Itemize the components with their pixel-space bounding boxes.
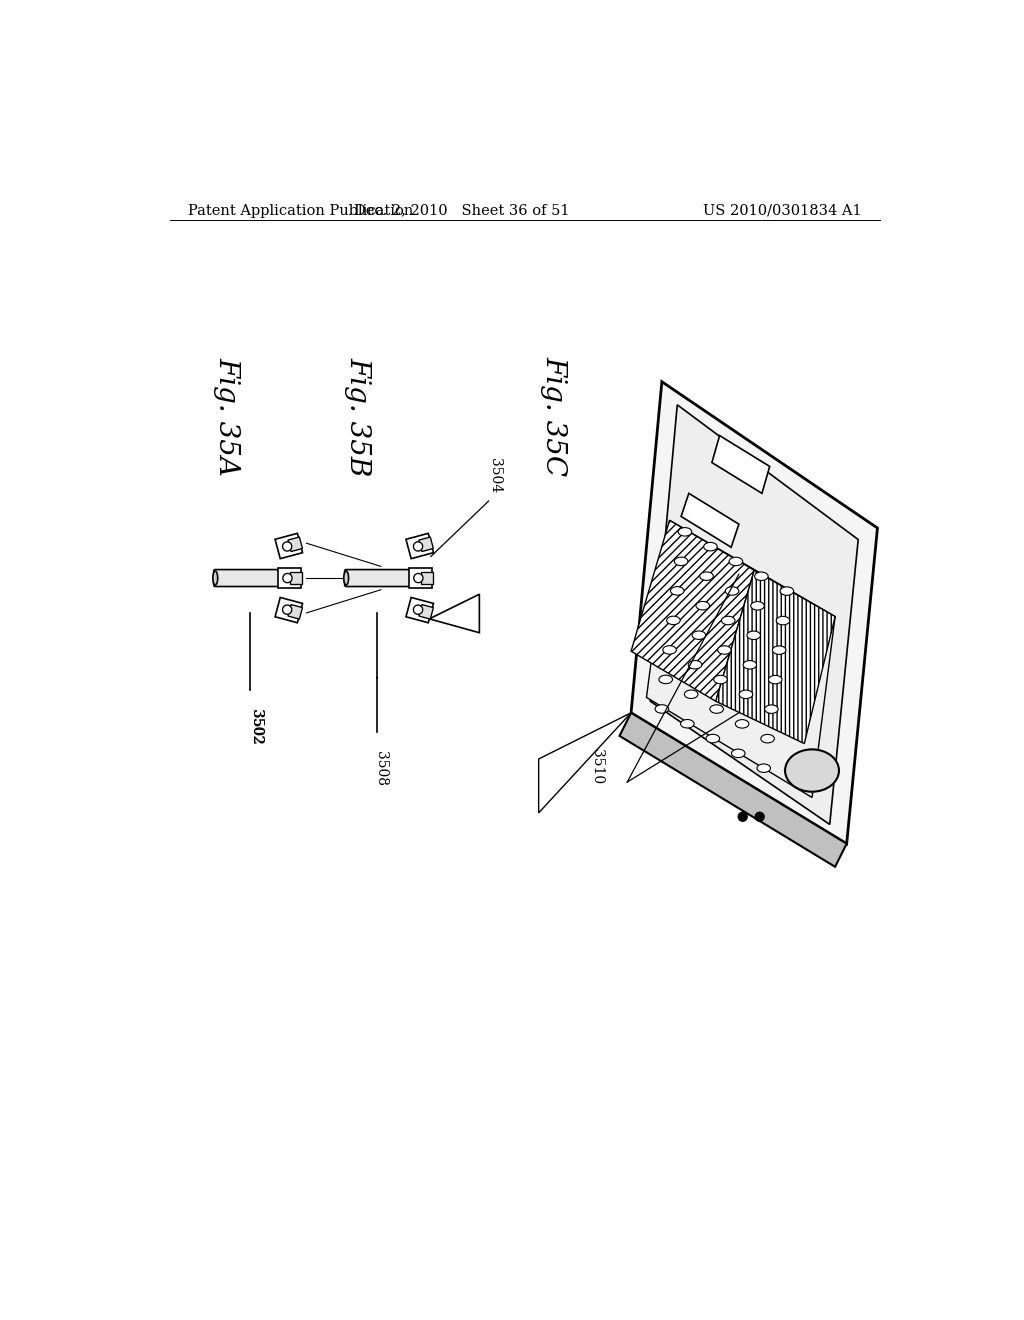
Ellipse shape — [761, 734, 774, 743]
FancyBboxPatch shape — [288, 605, 302, 619]
Ellipse shape — [667, 616, 680, 624]
Ellipse shape — [757, 764, 770, 772]
Ellipse shape — [675, 557, 688, 565]
FancyBboxPatch shape — [214, 570, 286, 586]
Circle shape — [414, 573, 423, 582]
FancyBboxPatch shape — [421, 572, 432, 583]
Text: 3510: 3510 — [590, 750, 604, 784]
Polygon shape — [429, 594, 479, 632]
Polygon shape — [539, 713, 631, 813]
Circle shape — [283, 605, 292, 614]
Ellipse shape — [684, 690, 698, 698]
Ellipse shape — [755, 572, 768, 581]
Ellipse shape — [768, 676, 782, 684]
Text: 3502: 3502 — [249, 709, 263, 744]
Circle shape — [738, 812, 748, 821]
Ellipse shape — [765, 705, 778, 713]
Circle shape — [414, 605, 423, 614]
Ellipse shape — [731, 750, 745, 758]
Ellipse shape — [696, 602, 710, 610]
FancyBboxPatch shape — [409, 568, 432, 589]
Ellipse shape — [780, 587, 794, 595]
Ellipse shape — [785, 750, 839, 792]
Ellipse shape — [772, 645, 785, 655]
Circle shape — [283, 541, 292, 550]
Ellipse shape — [213, 572, 218, 585]
Text: Fig. 35A: Fig. 35A — [213, 356, 241, 475]
Ellipse shape — [283, 572, 287, 585]
FancyBboxPatch shape — [406, 533, 433, 558]
Polygon shape — [712, 436, 770, 494]
Ellipse shape — [776, 616, 790, 624]
Ellipse shape — [706, 734, 720, 743]
Ellipse shape — [681, 719, 694, 729]
Text: 3504: 3504 — [487, 458, 502, 494]
Ellipse shape — [688, 660, 701, 669]
FancyBboxPatch shape — [288, 537, 302, 552]
Circle shape — [755, 812, 764, 821]
Ellipse shape — [718, 645, 731, 655]
Text: Dec. 2, 2010   Sheet 36 of 51: Dec. 2, 2010 Sheet 36 of 51 — [354, 203, 569, 218]
Ellipse shape — [671, 586, 684, 595]
Text: 3502: 3502 — [249, 710, 263, 746]
Ellipse shape — [714, 676, 727, 684]
FancyBboxPatch shape — [290, 572, 302, 583]
Ellipse shape — [703, 543, 717, 550]
Polygon shape — [631, 381, 878, 843]
FancyBboxPatch shape — [275, 598, 302, 623]
Ellipse shape — [746, 631, 761, 640]
Polygon shape — [681, 494, 739, 548]
FancyBboxPatch shape — [345, 570, 417, 586]
Polygon shape — [646, 520, 836, 797]
FancyBboxPatch shape — [406, 598, 433, 623]
Text: 3508: 3508 — [374, 751, 388, 787]
Ellipse shape — [663, 645, 676, 655]
Polygon shape — [631, 520, 755, 701]
Ellipse shape — [710, 705, 723, 713]
Ellipse shape — [735, 719, 749, 729]
Ellipse shape — [743, 660, 757, 669]
Polygon shape — [716, 570, 836, 743]
Ellipse shape — [413, 572, 418, 585]
Circle shape — [414, 541, 423, 550]
FancyBboxPatch shape — [275, 533, 302, 558]
Circle shape — [283, 573, 292, 582]
Ellipse shape — [729, 557, 742, 566]
FancyBboxPatch shape — [419, 537, 433, 552]
Ellipse shape — [655, 705, 669, 713]
FancyBboxPatch shape — [278, 568, 301, 589]
Text: Fig. 35C: Fig. 35C — [541, 356, 567, 477]
Ellipse shape — [699, 572, 714, 581]
Ellipse shape — [658, 676, 673, 684]
Ellipse shape — [751, 602, 764, 610]
Text: Fig. 35B: Fig. 35B — [344, 356, 372, 477]
Ellipse shape — [678, 528, 692, 536]
Ellipse shape — [722, 616, 735, 624]
Polygon shape — [650, 405, 858, 825]
Ellipse shape — [692, 631, 706, 639]
Text: Patent Application Publication: Patent Application Publication — [188, 203, 414, 218]
Ellipse shape — [725, 587, 739, 595]
Ellipse shape — [739, 690, 753, 698]
Polygon shape — [620, 713, 847, 867]
FancyBboxPatch shape — [419, 605, 433, 619]
Ellipse shape — [344, 572, 348, 585]
Text: US 2010/0301834 A1: US 2010/0301834 A1 — [703, 203, 862, 218]
